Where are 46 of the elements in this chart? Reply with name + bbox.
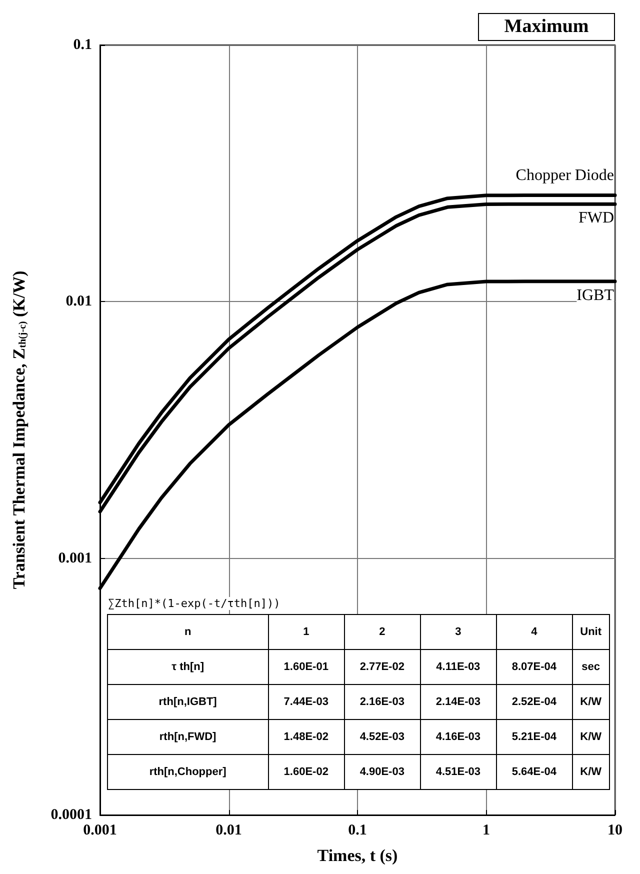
annotation: 3: [420, 614, 496, 650]
series-label: FWD: [578, 210, 614, 227]
annotation: 7.44E-03: [268, 684, 344, 720]
y-tick-label: 0.001: [58, 550, 92, 566]
annotation: 4.90E-03: [344, 754, 420, 790]
annotation: 2: [344, 614, 420, 650]
annotation: 2.52E-04: [496, 684, 572, 720]
annotation: ∑Zth[n]*(1-exp(-t/τth[n])): [108, 597, 280, 610]
y-tick-label: 0.1: [73, 37, 92, 53]
annotation: rth[n,IGBT]: [108, 684, 268, 720]
annotation: 2.16E-03: [344, 684, 420, 720]
annotation: sec: [572, 650, 610, 684]
annotation: 4: [496, 614, 572, 650]
series-label: Chopper Diode: [516, 166, 614, 184]
annotation: 4.52E-03: [344, 720, 420, 754]
annotation: 2.14E-03: [420, 684, 496, 720]
annotation: 5.64E-04: [496, 754, 572, 790]
annotation: 1.48E-02: [268, 720, 344, 754]
annotation: τ th[n]: [108, 650, 268, 684]
annotation: rth[n,Chopper]: [108, 754, 268, 790]
annotation: Unit: [572, 614, 610, 650]
annotation: 1.60E-02: [268, 754, 344, 790]
x-tick-label: 0.01: [216, 822, 242, 838]
x-tick-label: 0.1: [348, 822, 367, 838]
x-axis-title: Times, t (s): [317, 846, 398, 865]
annotation: 4.11E-03: [420, 650, 496, 684]
y-axis-title: Transient Thermal Impedance, Zth(j-c) (K/W): [10, 270, 28, 590]
annotation: 4.16E-03: [420, 720, 496, 754]
annotation: 1: [268, 614, 344, 650]
x-tick-label: 10: [608, 822, 622, 838]
text: Maximum: [478, 13, 615, 41]
annotation: K/W: [572, 720, 610, 754]
annotation: rth[n,FWD]: [108, 720, 268, 754]
y-tick-label: 0.0001: [50, 807, 92, 823]
annotation: K/W: [572, 754, 610, 790]
y-tick-label: 0.01: [66, 294, 92, 310]
annotation: 1.60E-01: [268, 650, 344, 684]
annotation: n: [108, 614, 268, 650]
annotation: 8.07E-04: [496, 650, 572, 684]
annotation: 4.51E-03: [420, 754, 496, 790]
series-label: IGBT: [576, 286, 614, 304]
annotation: 2.77E-02: [344, 650, 420, 684]
annotation: 5.21E-04: [496, 720, 572, 754]
x-tick-label: 1: [482, 822, 490, 838]
x-tick-label: 0.001: [83, 822, 117, 838]
annotation: K/W: [572, 684, 610, 720]
